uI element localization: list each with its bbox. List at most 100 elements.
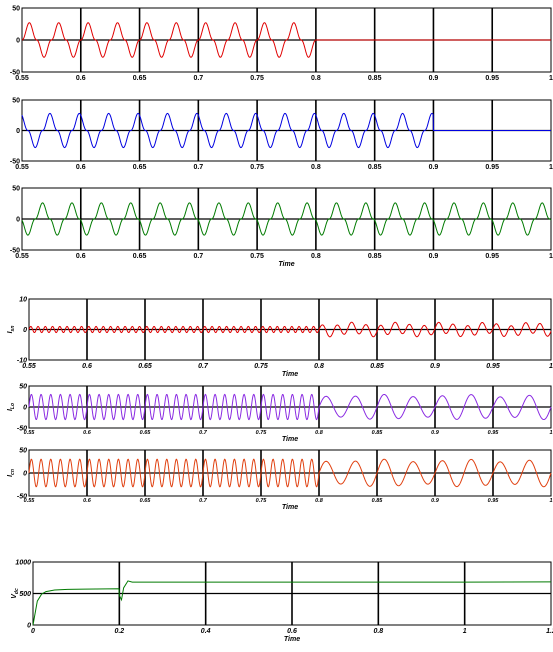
x-tick-label: 0.65 (133, 253, 147, 260)
x-tick-label: 0.9 (429, 75, 439, 82)
x-tick-label: 0.55 (15, 164, 29, 171)
x-tick-label: 0.95 (485, 164, 499, 171)
y-tick-label: 500 (19, 591, 31, 598)
x-tick-label: 1 (463, 628, 467, 635)
x-tick-label: 0.85 (370, 363, 384, 370)
y-tick-label: -50 (10, 248, 20, 255)
x-axis-label: Time (282, 504, 298, 511)
x-tick-label: 0.6 (83, 498, 92, 504)
x-tick-label: 0.75 (256, 430, 268, 436)
x-tick-label: 0.85 (368, 75, 382, 82)
x-tick-label: 0.6 (76, 75, 86, 82)
x-tick-label: 1.2 (546, 628, 553, 635)
x-tick-label: 0.7 (193, 253, 203, 260)
x-tick-label: 1 (549, 498, 552, 504)
x-tick-label: 0.8 (315, 430, 324, 436)
x-tick-label: 0.7 (199, 430, 208, 436)
x-tick-label: 0.9 (429, 253, 439, 260)
x-tick-label: 0.4 (201, 628, 211, 635)
x-tick-label: 0.75 (250, 164, 264, 171)
series-line-6-1 (28, 458, 552, 488)
x-tick-label: 0.85 (368, 253, 382, 260)
y-tick-label: -50 (17, 494, 27, 501)
panel-2: 0.55 0.6 0.65 0.7 0.75 0.8 0.85 0.9 0.95 1 50 0 -50 (10, 98, 553, 172)
x-tick-label: 0.7 (198, 363, 209, 370)
x-tick-label: 0.65 (140, 498, 152, 504)
y-tick-label: 50 (19, 384, 27, 391)
y-tick-label: 0 (16, 128, 20, 135)
x-tick-label: 0.65 (133, 164, 147, 171)
y-axis-label: Vdc (11, 588, 20, 599)
y-tick-label: -10 (17, 358, 27, 365)
y-tick-label: -50 (17, 426, 27, 433)
y-tick-label: 1000 (15, 560, 31, 567)
x-tick-label: 0.55 (15, 75, 29, 82)
x-tick-label: 0.55 (24, 498, 36, 504)
x-tick-label: 0.6 (287, 628, 297, 635)
y-tick-label: 50 (12, 98, 20, 105)
x-tick-label: 0.95 (485, 253, 499, 260)
x-tick-label: 0.95 (488, 430, 500, 436)
y-axis-label: ILo (7, 403, 16, 411)
x-tick-label: 0.75 (250, 75, 264, 82)
panel-6: 0.55 0.6 0.65 0.7 0.75 0.8 0.85 0.9 0.95 1 50 0 -50 T… (7, 448, 553, 512)
x-tick-label: 0.8 (314, 363, 324, 370)
x-tick-label: 0.95 (486, 363, 500, 370)
x-tick-label: 1 (549, 75, 553, 82)
x-tick-label: 0.8 (311, 75, 321, 82)
x-tick-label: 0.6 (82, 363, 92, 370)
x-tick-label: 0.8 (315, 498, 324, 504)
y-axis-label: Icn (7, 469, 16, 477)
x-tick-label: 0.7 (193, 164, 203, 171)
x-tick-label: 1 (549, 164, 553, 171)
x-tick-label: 0.65 (140, 430, 152, 436)
x-axis-label: Time (278, 261, 294, 268)
y-tick-label: 0 (16, 217, 20, 224)
panel-7: 0 0.2 0.4 0.6 0.8 1 1.2 1000 500 0 Time Vdc (11, 560, 553, 644)
x-tick-label: 0.55 (22, 363, 36, 370)
series-line-2-1 (21, 112, 551, 149)
panel-5: 0.55 0.6 0.65 0.7 0.75 0.8 0.85 0.9 0.95 1 50 0 -50 T… (7, 384, 553, 444)
panel-3: 0.55 0.6 0.65 0.7 0.75 0.8 0.85 0.9 0.95 1 50 0 -50 T… (10, 186, 553, 269)
y-tick-label: 10 (19, 297, 27, 304)
series-line-7-1 (32, 580, 552, 626)
x-tick-label: 0.6 (76, 164, 86, 171)
x-tick-label: 0.95 (485, 75, 499, 82)
y-tick-label: 0 (23, 471, 27, 478)
x-tick-label: 0.65 (133, 75, 147, 82)
x-tick-label: 0.75 (250, 253, 264, 260)
x-axis-label: Time (282, 436, 298, 443)
y-tick-label: 0 (23, 327, 27, 334)
x-tick-label: 0.6 (76, 253, 86, 260)
x-tick-label: 1 (549, 253, 553, 260)
x-tick-label: 0.8 (311, 164, 321, 171)
x-tick-label: 0.8 (373, 628, 383, 635)
y-tick-label: 0 (23, 405, 27, 412)
y-tick-label: 50 (12, 186, 20, 193)
y-tick-label: -50 (10, 159, 20, 166)
y-tick-label: 50 (19, 448, 27, 455)
x-tick-label: 0.9 (431, 498, 440, 504)
series-line-4-1 (28, 321, 552, 338)
series-line-3-1 (21, 202, 552, 236)
y-tick-label: -50 (10, 70, 20, 77)
x-tick-label: 0 (31, 628, 35, 635)
y-axis-label: Isn (7, 326, 16, 334)
x-tick-label: 0.75 (254, 363, 268, 370)
x-tick-label: 0.8 (311, 253, 321, 260)
x-axis-label: Time (282, 371, 298, 378)
x-tick-label: 0.55 (15, 253, 29, 260)
x-tick-label: 0.9 (429, 164, 439, 171)
series-line-5-1 (28, 393, 552, 421)
x-tick-label: 0.9 (431, 430, 440, 436)
x-tick-label: 0.85 (372, 498, 384, 504)
x-tick-label: 1 (549, 430, 552, 436)
x-tick-label: 0.55 (24, 430, 36, 436)
x-tick-label: 0.95 (488, 498, 500, 504)
x-tick-label: 0.6 (83, 430, 92, 436)
x-tick-label: 0.7 (193, 75, 203, 82)
x-axis-label: Time (284, 636, 300, 643)
series-line-1-1 (21, 22, 551, 58)
